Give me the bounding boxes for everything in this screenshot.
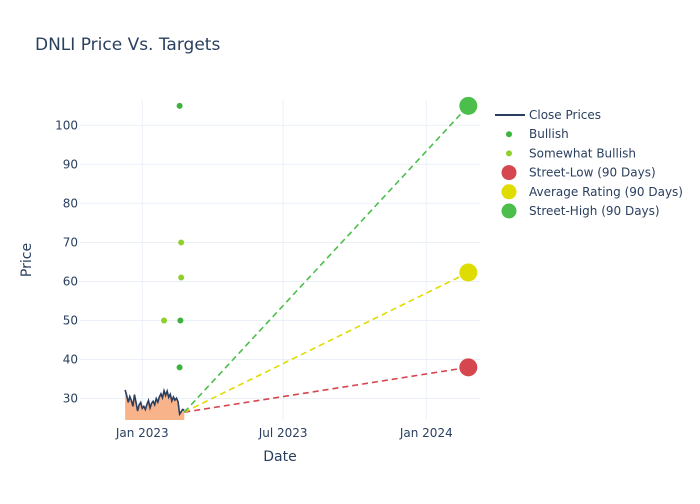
grid-lines: [80, 100, 480, 420]
target-line: [183, 271, 469, 413]
legend: Close Prices Bullish Somewhat Bullish Stree…: [495, 108, 683, 219]
y-tick-label: 90: [63, 157, 78, 171]
rating-point: [178, 274, 185, 281]
rating-points: [161, 102, 185, 371]
rating-point: [176, 102, 183, 109]
legend-marker-symbol: [501, 203, 517, 219]
y-tick-label: 50: [63, 313, 78, 327]
rating-point: [176, 364, 183, 371]
target-marker: [459, 263, 478, 282]
legend-marker-symbol: [501, 184, 517, 200]
legend-dot-symbol: [506, 131, 512, 138]
close-price-line-group: [124, 387, 185, 417]
x-tick-label: Jan 2023: [115, 426, 169, 440]
y-axis-label: Price: [19, 243, 35, 277]
target-lines: [183, 105, 469, 413]
rating-point: [177, 317, 184, 324]
y-tick-label: 60: [63, 274, 78, 288]
x-axis-label: Date: [263, 449, 296, 465]
legend-label: Somewhat Bullish: [529, 146, 636, 160]
target-line: [183, 105, 469, 413]
x-axis-ticks: Jan 2023 Jul 2023 Jan 2024: [115, 426, 453, 440]
legend-dot-symbol: [506, 150, 512, 157]
target-markers: [459, 96, 478, 377]
legend-label: Close Prices: [529, 108, 601, 122]
target-line: [184, 366, 469, 413]
rating-point: [178, 239, 185, 246]
legend-marker-symbol: [501, 165, 517, 181]
rating-point: [161, 317, 168, 324]
y-axis-ticks: 30 40 50 60 70 80 90 100: [55, 118, 78, 405]
chart-title: DNLI Price Vs. Targets: [35, 35, 220, 55]
close-price-line: [124, 387, 185, 417]
y-tick-label: 100: [55, 118, 78, 132]
y-tick-label: 70: [63, 235, 78, 249]
legend-label: Average Rating (90 Days): [529, 185, 683, 199]
y-tick-label: 40: [63, 353, 78, 367]
x-tick-label: Jul 2023: [258, 426, 308, 440]
legend-label: Bullish: [529, 127, 569, 141]
legend-label: Street-High (90 Days): [529, 204, 660, 218]
legend-label: Street-Low (90 Days): [529, 166, 656, 180]
x-tick-label: Jan 2024: [399, 426, 453, 440]
target-marker: [459, 358, 478, 377]
target-marker: [459, 96, 478, 115]
y-tick-label: 80: [63, 196, 78, 210]
y-tick-label: 30: [63, 392, 78, 406]
